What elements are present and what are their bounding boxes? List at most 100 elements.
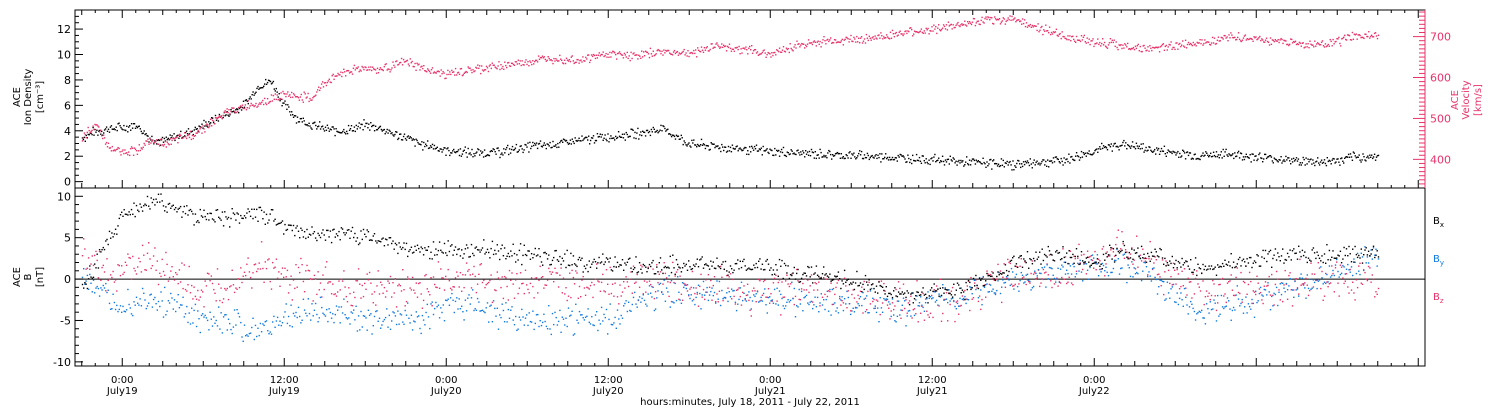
data-point-velocity (321, 81, 324, 83)
data-point-velocity (120, 154, 122, 156)
data-point-velocity (1353, 33, 1355, 35)
data-point-bz (631, 292, 633, 294)
data-point-velocity (1183, 45, 1185, 47)
data-point-bz (280, 273, 282, 275)
data-point-density (1260, 157, 1262, 159)
data-point-density (813, 157, 815, 159)
data-point-bz (1128, 258, 1130, 260)
data-point-density (639, 134, 641, 136)
data-point-density (414, 145, 416, 147)
data-point-velocity (750, 49, 752, 51)
data-point-velocity (119, 151, 121, 153)
data-point-by (808, 303, 810, 306)
data-point-density (620, 136, 623, 138)
data-point-density (384, 133, 386, 135)
data-point-density (992, 160, 994, 162)
data-point-bz (1064, 256, 1067, 258)
data-point-bz (813, 289, 815, 291)
data-point-velocity (543, 56, 545, 58)
data-point-bz (922, 292, 924, 295)
data-point-velocity (796, 40, 798, 42)
data-point-bz (519, 272, 522, 274)
data-point-velocity (103, 137, 106, 139)
data-point-density (699, 144, 702, 146)
data-point-bz (387, 280, 389, 282)
data-point-velocity (374, 69, 377, 71)
data-point-density (1079, 157, 1082, 159)
data-point-velocity (1335, 40, 1337, 43)
data-point-velocity (227, 111, 229, 114)
data-point-density (1156, 147, 1158, 149)
data-point-density (585, 136, 587, 138)
data-point-density (786, 151, 788, 153)
data-point-density (792, 153, 794, 155)
data-point-bz (410, 289, 413, 291)
data-point-velocity (198, 131, 200, 133)
data-point-bz (451, 289, 453, 291)
data-point-density (1334, 162, 1336, 164)
data-point-velocity (735, 47, 737, 49)
data-point-velocity (409, 58, 411, 60)
data-point-density (611, 137, 613, 140)
data-point-bz (1284, 269, 1286, 272)
data-point-density (690, 146, 692, 148)
data-point-bz (1318, 267, 1321, 269)
data-point-density (472, 156, 474, 158)
data-point-density (467, 147, 469, 150)
data-point-bz (202, 291, 204, 293)
data-point-by (1069, 265, 1072, 267)
data-point-velocity (1158, 51, 1161, 53)
data-point-density (133, 123, 136, 125)
data-point-velocity (619, 53, 622, 55)
data-point-velocity (1085, 42, 1087, 44)
data-point-velocity (874, 35, 876, 37)
data-point-velocity (97, 125, 99, 127)
data-point-density (379, 125, 382, 128)
data-point-by (1062, 266, 1064, 268)
data-point-by (560, 331, 562, 333)
data-point-density (754, 148, 757, 150)
data-point-bz (356, 280, 359, 282)
data-point-velocity (516, 63, 518, 65)
data-point-velocity (1274, 39, 1276, 41)
data-point-density (1076, 155, 1079, 157)
data-point-density (634, 131, 636, 134)
data-point-by (143, 292, 145, 294)
data-point-density (967, 164, 970, 166)
data-point-velocity (673, 49, 676, 52)
data-point-velocity (333, 78, 335, 80)
data-point-bz (618, 303, 620, 305)
data-point-density (853, 152, 855, 154)
data-point-density (364, 125, 366, 128)
data-point-by (647, 293, 649, 295)
data-point-density (731, 144, 734, 146)
data-point-by (706, 286, 708, 289)
data-point-density (1036, 160, 1038, 162)
data-point-bz (329, 281, 332, 283)
data-point-by (94, 292, 96, 294)
data-point-by (474, 308, 476, 310)
data-point-bz (1234, 294, 1236, 297)
data-point-by (889, 303, 891, 305)
data-point-by (483, 310, 485, 313)
data-point-by (366, 329, 368, 331)
data-point-velocity (882, 38, 884, 40)
data-point-bz (258, 262, 260, 264)
data-point-by (681, 282, 684, 284)
data-point-bz (1104, 275, 1106, 277)
data-point-by (700, 308, 702, 310)
data-point-density (156, 143, 158, 145)
data-point-density (180, 130, 182, 133)
data-point-density (718, 147, 720, 150)
data-point-bz (1057, 285, 1059, 287)
data-point-by (386, 308, 388, 310)
data-point-by (484, 311, 486, 314)
data-point-density (315, 124, 317, 127)
data-point-density (927, 163, 929, 165)
data-point-density (1353, 152, 1355, 154)
b-tick-label: -10 (53, 356, 71, 369)
data-point-bz (152, 255, 155, 257)
data-point-density (140, 130, 142, 133)
data-point-velocity (1236, 38, 1238, 41)
data-point-bz (1120, 248, 1122, 250)
